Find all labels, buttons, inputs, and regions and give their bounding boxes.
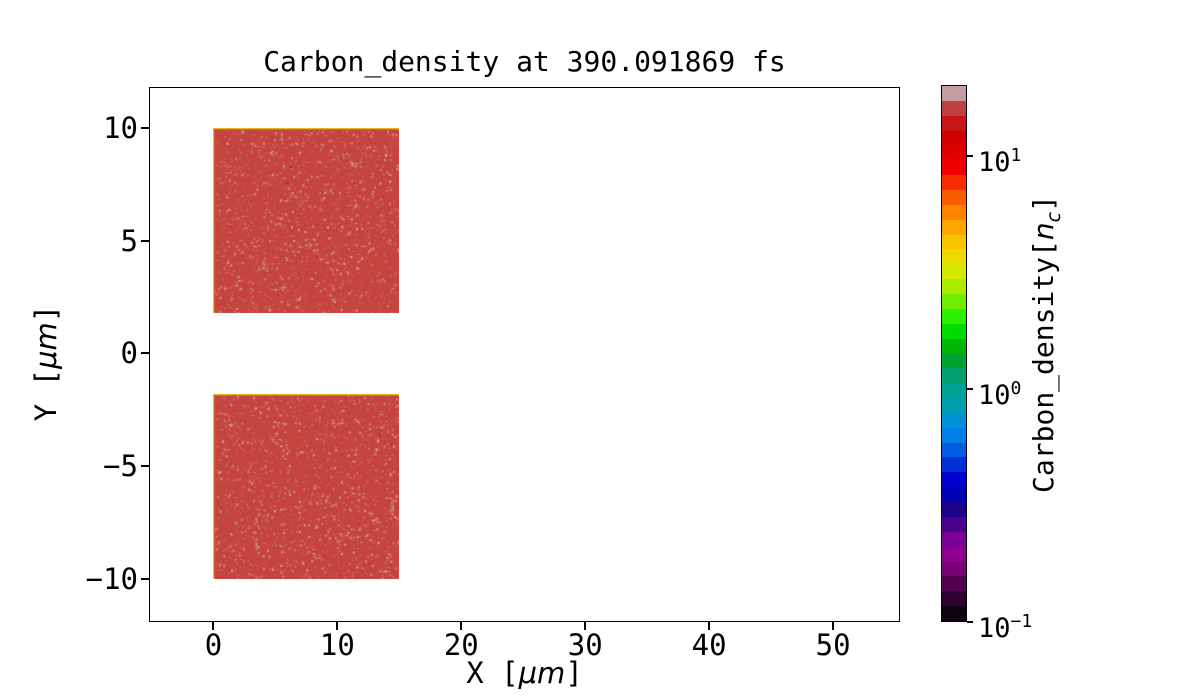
x-tick-label: 50 <box>815 628 851 662</box>
colorbar-band <box>942 160 966 176</box>
plasma-density-canvas-upper <box>215 129 400 313</box>
colorbar-band <box>942 368 966 384</box>
colorbar-label: Carbon_density[nc] <box>1027 195 1065 493</box>
x-tick-label: 20 <box>443 628 479 662</box>
plasma-target-block-upper <box>213 127 400 313</box>
colorbar-band <box>942 323 966 339</box>
colorbar-band <box>942 308 966 324</box>
colorbar-label-pre: Carbon_density[ <box>1027 240 1061 493</box>
colorbar-tick-exponent: −1 <box>1010 611 1033 632</box>
colorbar-tick-exponent: 1 <box>1010 145 1022 167</box>
colorbar <box>941 85 967 622</box>
colorbar-band <box>942 204 966 220</box>
x-tick-mark <box>584 622 587 630</box>
colorbar-band <box>942 249 966 265</box>
colorbar-tick-mark <box>967 388 973 391</box>
colorbar-tick-mark <box>967 621 973 623</box>
plasma-density-canvas-lower <box>215 396 400 579</box>
y-tick-label: −5 <box>103 449 138 484</box>
plasma-target-block-lower <box>213 394 400 580</box>
colorbar-tick-base: 10 <box>978 147 1011 179</box>
colorbar-tick-label: 100 <box>978 373 1022 411</box>
colorbar-band <box>942 591 966 607</box>
y-axis-label-post: ] <box>29 304 63 323</box>
x-tick-mark <box>460 622 463 630</box>
colorbar-band <box>942 353 966 369</box>
colorbar-tick-base: 10 <box>978 613 1011 644</box>
colorbar-band <box>942 234 966 250</box>
colorbar-band <box>942 427 966 443</box>
colorbar-band <box>942 190 966 205</box>
x-axis-label-post: ] <box>565 656 583 690</box>
y-tick-label: 0 <box>120 336 138 371</box>
colorbar-band <box>942 487 966 503</box>
colorbar-band <box>942 412 966 428</box>
colorbar-band <box>942 472 966 488</box>
colorbar-band <box>942 546 966 562</box>
y-tick-mark <box>141 578 149 581</box>
x-tick-label: 0 <box>204 628 223 662</box>
x-tick-mark <box>212 622 215 630</box>
colorbar-band <box>942 145 966 161</box>
x-axis-label-pre: X [ <box>466 656 519 690</box>
colorbar-tick-base: 10 <box>978 380 1011 412</box>
plot-title: Carbon_density at 390.091869 fs <box>263 45 786 78</box>
colorbar-band <box>942 86 966 101</box>
x-tick-label: 30 <box>567 628 603 662</box>
colorbar-band <box>942 502 966 517</box>
y-tick-mark <box>141 465 149 468</box>
x-tick-mark <box>336 622 339 630</box>
y-tick-mark <box>141 352 149 355</box>
x-tick-label: 40 <box>691 628 727 662</box>
colorbar-band <box>942 398 966 413</box>
y-axis-label-pre: Y [ <box>29 368 63 422</box>
colorbar-tick-label: 101 <box>978 140 1022 178</box>
y-tick-label: −10 <box>85 562 138 597</box>
colorbar-band <box>942 383 966 399</box>
y-tick-label: 10 <box>103 110 138 145</box>
x-tick-mark <box>708 622 711 630</box>
colorbar-label-subscript: c <box>1042 211 1065 223</box>
colorbar-band <box>942 606 966 621</box>
colorbar-label-post: ] <box>1027 195 1061 212</box>
colorbar-band <box>942 264 966 280</box>
x-tick-mark <box>832 622 835 630</box>
colorbar-band <box>942 279 966 295</box>
colorbar-band <box>942 516 966 532</box>
colorbar-band <box>942 457 966 473</box>
colorbar-band <box>942 531 966 547</box>
colorbar-tick-label: 10−1 <box>978 606 1033 644</box>
colorbar-band <box>942 130 966 146</box>
y-tick-label: 5 <box>120 223 138 258</box>
colorbar-band <box>942 294 966 309</box>
colorbar-band <box>942 115 966 131</box>
colorbar-band <box>942 219 966 235</box>
x-axis-unit: μm <box>518 656 566 690</box>
colorbar-tick-mark <box>967 155 973 158</box>
colorbar-tick-exponent: 0 <box>1010 378 1022 400</box>
colorbar-label-symbol: n <box>1027 222 1061 241</box>
y-tick-mark <box>141 126 149 129</box>
x-axis-label: X [μm] <box>149 656 900 690</box>
x-tick-label: 10 <box>319 628 355 662</box>
colorbar-band <box>942 175 966 191</box>
colorbar-band <box>942 338 966 354</box>
colorbar-band <box>942 442 966 458</box>
colorbar-band <box>942 100 966 116</box>
colorbar-band <box>942 576 966 592</box>
y-tick-mark <box>141 239 149 242</box>
colorbar-band <box>942 561 966 577</box>
